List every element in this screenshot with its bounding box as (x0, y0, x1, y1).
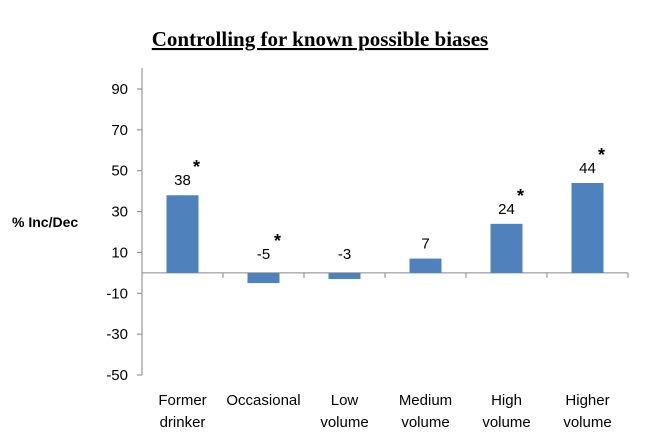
bar (571, 182, 604, 273)
category-label: Low (331, 392, 359, 409)
y-tick-label: -30 (106, 326, 128, 343)
significance-marker: * (193, 157, 200, 177)
data-label: -5 (257, 246, 270, 263)
data-label: -3 (338, 246, 351, 263)
bar (247, 272, 280, 284)
y-tick-label: -50 (106, 367, 128, 384)
significance-marker: * (517, 186, 524, 206)
category-label: drinker (160, 414, 206, 431)
y-tick-label: 90 (111, 81, 128, 98)
data-label: 7 (421, 236, 429, 253)
bars (166, 182, 604, 284)
category-label: Medium (399, 392, 452, 409)
data-label: 24 (498, 201, 515, 218)
y-tick-label: 30 (111, 204, 128, 221)
data-label: 44 (579, 160, 596, 177)
data-label: 38 (174, 172, 191, 189)
axes: 90 70 50 30 10 -10 -30 -50 (106, 68, 629, 384)
y-tick-label: -10 (106, 285, 128, 302)
y-tick-label: 70 (111, 122, 128, 139)
category-label: Higher (565, 392, 609, 409)
y-axis-label: % Inc/Dec (12, 214, 78, 230)
bar (490, 223, 523, 273)
y-tick-label: 50 (111, 163, 128, 180)
chart-title: Controlling for known possible biases (152, 27, 488, 51)
y-tick-label: 10 (111, 244, 128, 261)
category-label: volume (320, 414, 368, 431)
category-labels: Former drinker Occasional Low volume Medium vo… (158, 392, 611, 431)
bar (409, 258, 442, 273)
significance-marker: * (598, 145, 605, 165)
category-label: volume (482, 414, 530, 431)
significance-marker: * (274, 231, 281, 251)
category-label: volume (401, 414, 449, 431)
category-label: Occasional (226, 392, 300, 409)
bar (328, 272, 361, 279)
bar (166, 195, 199, 273)
category-label: Former (158, 392, 206, 409)
category-label: volume (563, 414, 611, 431)
category-label: High (491, 392, 522, 409)
